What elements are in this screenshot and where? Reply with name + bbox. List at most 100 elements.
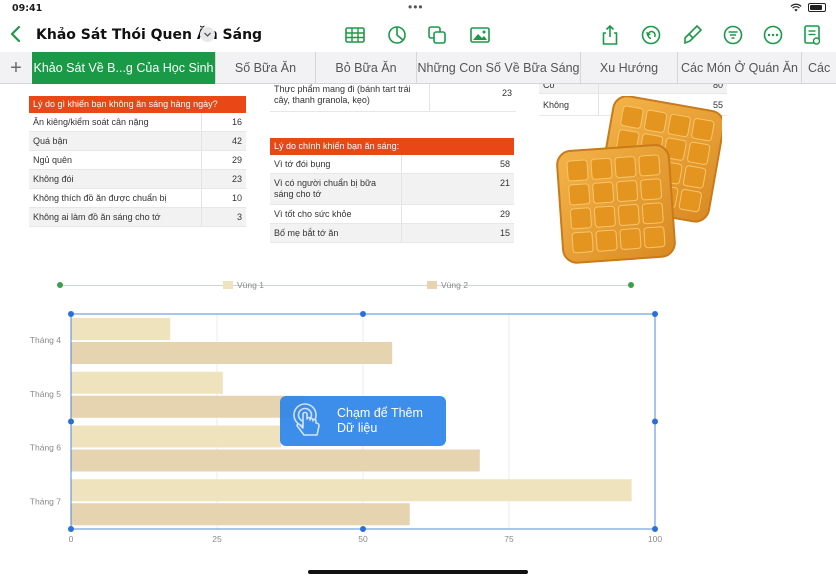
table-cell-label: Vì tớ đói bụng (270, 155, 402, 173)
table-cell-value: 3 (236, 212, 242, 222)
status-time: 09:41 (12, 3, 43, 14)
undo-icon[interactable] (640, 24, 662, 46)
table-row: Không ai làm đồ ăn sáng cho tớ 3 (29, 208, 246, 227)
tab-breakfast-numbers[interactable]: Những Con Số Về Bữa Sáng (417, 52, 581, 84)
table-cell-label: Quá bận (29, 132, 202, 150)
x-tick-label: 75 (504, 534, 514, 544)
table-row: Không đói 23 (29, 170, 246, 189)
table-cell-value: 29 (231, 155, 242, 165)
share-icon[interactable] (599, 24, 621, 46)
status-bar: 09:41 ••• (0, 0, 836, 18)
tab-meal-count[interactable]: Số Bữa Ăn (216, 52, 316, 84)
selection-handle (652, 526, 658, 532)
y-category-label: Tháng 4 (30, 335, 61, 345)
legend-handle-left[interactable] (56, 281, 64, 289)
table-takeaway[interactable]: Thực phẩm mang đi (bánh tart trái cây, t… (270, 84, 516, 112)
table-cell-value: 80 (712, 84, 723, 90)
bar-1 (71, 479, 632, 502)
table-cell-label: Không thích đồ ăn được chuẩn bị (29, 189, 202, 207)
table-cell-label: Không đói (29, 170, 202, 188)
table-row: Vì tớ đói bụng 58 (270, 155, 514, 174)
multitasking-dots-icon[interactable]: ••• (408, 0, 424, 14)
bar-2 (71, 342, 393, 364)
table-cell-value: 15 (499, 228, 510, 238)
table-cell-value: 16 (231, 117, 242, 127)
bar-1 (71, 425, 282, 448)
title-chevron-down-icon[interactable] (200, 27, 215, 42)
table-row: Bố mẹ bắt tớ ăn 15 (270, 224, 514, 243)
legend-item-series-1[interactable]: Vùng 1 (223, 280, 264, 290)
table-cell-value: 42 (231, 136, 242, 146)
legend-handle-right[interactable] (627, 281, 635, 289)
table-cell-value: 58 (499, 159, 510, 169)
table-cell-label: Không (539, 94, 599, 115)
selection-handle (68, 311, 74, 317)
bar-2 (71, 449, 480, 472)
table-cell-value: 23 (231, 174, 242, 184)
table-reasons-eat[interactable]: Lý do chính khiến bạn ăn sáng: Vì tớ đói… (270, 138, 514, 243)
format-brush-icon[interactable] (681, 24, 703, 46)
selection-handle (360, 311, 366, 317)
tab-skipped-meals[interactable]: Bỏ Bữa Ăn (316, 52, 417, 84)
table-cell-value: 10 (231, 193, 242, 203)
tab-trends[interactable]: Xu Hướng (581, 52, 678, 84)
waffle-image[interactable] (552, 96, 722, 266)
selection-handle (68, 418, 74, 425)
chart-icon[interactable] (386, 24, 408, 46)
table-cell-label: Thực phẩm mang đi (bánh tart trái cây, t… (270, 84, 430, 111)
table-reasons-skip[interactable]: Lý do gì khiến bạn không ăn sáng hàng ng… (29, 96, 246, 227)
table-cell-label: Ăn kiêng/kiểm soát cân nặng (29, 113, 202, 131)
table-cell-label: Ngủ quên (29, 151, 202, 169)
table-cell-value: 23 (501, 88, 512, 98)
legend-label: Vùng 2 (441, 280, 468, 290)
selection-handle (68, 526, 74, 532)
media-icon[interactable] (469, 24, 491, 46)
table-cell-label: Không ai làm đồ ăn sáng cho tớ (29, 208, 202, 226)
table-row: Ăn kiêng/kiểm soát cân nặng 16 (29, 113, 246, 132)
table-icon[interactable] (344, 24, 366, 46)
table-row: Vì có người chuẩn bị bữa sáng cho tớ 21 (270, 174, 514, 205)
tap-to-add-data-tooltip[interactable]: Chạm để Thêm Dữ liệu (280, 396, 446, 446)
status-indicators (790, 3, 826, 12)
table-row: Không thích đồ ăn được chuẩn bị 10 (29, 189, 246, 208)
legend-swatch (427, 281, 437, 289)
tab-survey[interactable]: Khảo Sát Về B...g Của Học Sinh (32, 52, 216, 84)
table-row: Thực phẩm mang đi (bánh tart trái cây, t… (270, 84, 516, 112)
bar-2 (71, 395, 305, 418)
table-row: Quá bận 42 (29, 132, 246, 151)
sheet-tabs: + Khảo Sát Về B...g Của Học Sinh Số Bữa … (0, 52, 836, 84)
legend-item-series-2[interactable]: Vùng 2 (427, 280, 468, 290)
bar-1 (71, 371, 223, 394)
y-category-label: Tháng 5 (30, 389, 61, 399)
battery-icon (808, 3, 826, 12)
table-title: Lý do gì khiến bạn không ăn sáng hàng ng… (29, 96, 246, 113)
y-category-label: Tháng 6 (30, 443, 61, 453)
legend-swatch (223, 281, 233, 289)
legend-label: Vùng 1 (237, 280, 264, 290)
table-cell-label: Vì có người chuẩn bị bữa sáng cho tớ (270, 174, 402, 204)
y-category-label: Tháng 7 (30, 496, 61, 506)
more-options-icon[interactable] (762, 24, 784, 46)
document-setup-icon[interactable] (801, 24, 823, 46)
selection-handle (652, 311, 658, 317)
table-cell-value: 29 (499, 209, 510, 219)
selection-handle (652, 418, 658, 425)
x-tick-label: 0 (69, 534, 74, 544)
tab-restaurant-dishes[interactable]: Các Món Ở Quán Ăn (678, 52, 802, 84)
back-chevron-icon[interactable] (8, 24, 24, 44)
table-title: Lý do chính khiến bạn ăn sáng: (270, 138, 514, 155)
home-indicator[interactable] (308, 570, 528, 574)
table-cell-label: Vì tốt cho sức khỏe (270, 205, 402, 223)
filter-icon[interactable] (722, 24, 744, 46)
shape-icon[interactable] (426, 24, 448, 46)
selection-handle (360, 526, 366, 532)
add-sheet-icon[interactable]: + (10, 56, 22, 79)
tab-more[interactable]: Các (808, 61, 831, 75)
tooltip-text: Chạm để Thêm Dữ liệu (337, 406, 423, 435)
table-cell-label: Có (539, 84, 599, 93)
toolbar: Khảo Sát Thói Quen Ăn Sáng (0, 18, 836, 52)
wifi-icon (790, 3, 802, 12)
x-tick-label: 100 (648, 534, 662, 544)
table-cell-value: 21 (499, 178, 510, 188)
